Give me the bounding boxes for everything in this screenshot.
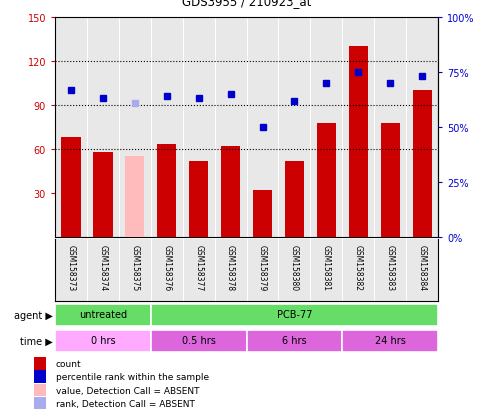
Bar bbox=[61, 138, 81, 237]
Text: GSM158378: GSM158378 bbox=[226, 244, 235, 290]
Text: GSM158384: GSM158384 bbox=[418, 244, 426, 290]
Text: GSM158377: GSM158377 bbox=[194, 244, 203, 290]
Bar bbox=[34, 384, 46, 396]
Text: GSM158375: GSM158375 bbox=[130, 244, 140, 290]
Text: percentile rank within the sample: percentile rank within the sample bbox=[56, 372, 209, 381]
Bar bbox=[189, 161, 208, 237]
Text: 24 hrs: 24 hrs bbox=[375, 336, 406, 346]
Text: GSM158381: GSM158381 bbox=[322, 244, 331, 290]
Bar bbox=[317, 123, 336, 237]
Bar bbox=[125, 157, 144, 237]
Text: 0.5 hrs: 0.5 hrs bbox=[182, 336, 215, 346]
Text: GSM158383: GSM158383 bbox=[386, 244, 395, 290]
Bar bbox=[55, 330, 151, 352]
Bar bbox=[221, 147, 240, 237]
Bar bbox=[349, 47, 368, 237]
Bar bbox=[412, 91, 432, 237]
Bar bbox=[381, 123, 400, 237]
Text: 0 hrs: 0 hrs bbox=[91, 336, 115, 346]
Text: untreated: untreated bbox=[79, 310, 127, 320]
Bar bbox=[285, 161, 304, 237]
Text: 6 hrs: 6 hrs bbox=[282, 336, 307, 346]
Bar bbox=[342, 330, 438, 352]
Bar bbox=[34, 397, 46, 410]
Text: GSM158374: GSM158374 bbox=[99, 244, 107, 290]
Bar bbox=[34, 357, 46, 370]
Text: GSM158380: GSM158380 bbox=[290, 244, 299, 290]
Text: GDS3955 / 210923_at: GDS3955 / 210923_at bbox=[182, 0, 311, 8]
Text: value, Detection Call = ABSENT: value, Detection Call = ABSENT bbox=[56, 386, 199, 394]
Bar bbox=[253, 190, 272, 237]
Bar bbox=[157, 145, 176, 237]
Text: time ▶: time ▶ bbox=[20, 336, 53, 346]
Bar bbox=[93, 152, 113, 237]
Text: agent ▶: agent ▶ bbox=[14, 310, 53, 320]
Text: rank, Detection Call = ABSENT: rank, Detection Call = ABSENT bbox=[56, 399, 195, 408]
Text: GSM158376: GSM158376 bbox=[162, 244, 171, 290]
Bar bbox=[151, 330, 247, 352]
Bar bbox=[151, 304, 438, 326]
Text: GSM158373: GSM158373 bbox=[67, 244, 75, 290]
Text: GSM158379: GSM158379 bbox=[258, 244, 267, 290]
Bar bbox=[55, 304, 151, 326]
Text: PCB-77: PCB-77 bbox=[277, 310, 312, 320]
Bar bbox=[34, 370, 46, 383]
Text: count: count bbox=[56, 359, 81, 368]
Bar bbox=[247, 330, 342, 352]
Text: GSM158382: GSM158382 bbox=[354, 244, 363, 290]
